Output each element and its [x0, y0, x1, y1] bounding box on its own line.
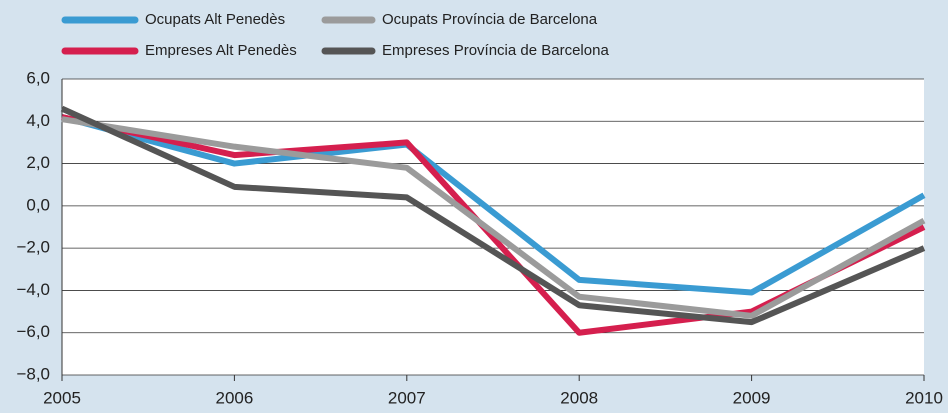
y-tick-label: 2,0 [26, 153, 50, 172]
x-tick-label: 2010 [905, 388, 943, 407]
plot-area [62, 79, 924, 375]
x-tick-label: 2006 [215, 388, 253, 407]
y-tick-label: −6,0 [16, 322, 50, 341]
x-tick-label: 2005 [43, 388, 81, 407]
y-tick-label: 4,0 [26, 111, 50, 130]
series-line [61, 116, 926, 319]
series-line [60, 105, 926, 326]
x-tick-label: 2007 [388, 388, 426, 407]
y-tick-label: 6,0 [26, 68, 50, 87]
legend-label: Empreses Alt Penedès [145, 42, 297, 59]
legend-label: Empreses Província de Barcelona [382, 42, 609, 59]
x-tick-label: 2008 [560, 388, 598, 407]
legend-label: Ocupats Alt Penedès [145, 11, 285, 28]
y-tick-label: −2,0 [16, 238, 50, 257]
series-line [61, 114, 926, 296]
legend-label: Ocupats Província de Barcelona [382, 11, 598, 28]
y-tick-label: −4,0 [16, 280, 50, 299]
x-tick-label: 2009 [733, 388, 771, 407]
y-tick-label: 0,0 [26, 195, 50, 214]
y-tick-label: −8,0 [16, 364, 50, 383]
